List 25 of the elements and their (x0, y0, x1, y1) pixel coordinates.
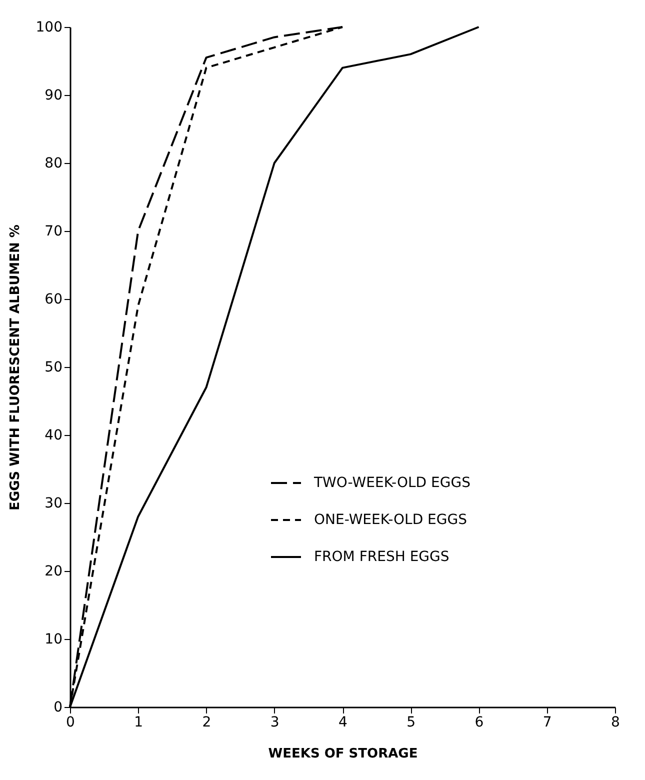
x-tick-label: 4 (338, 714, 348, 730)
x-tick-label: 2 (202, 714, 212, 730)
x-tick-label: 1 (134, 714, 144, 730)
x-tick-label: 8 (611, 714, 620, 730)
legend-label: TWO-WEEK-OLD EGGS (313, 475, 471, 491)
y-tick-label: 100 (36, 20, 62, 36)
legend-label: ONE-WEEK-OLD EGGS (314, 512, 468, 528)
y-tick-label: 90 (44, 88, 62, 104)
y-tick-label: 80 (44, 156, 62, 172)
y-tick-label: 0 (54, 700, 62, 716)
legend-label: FROM FRESH EGGS (314, 549, 450, 565)
y-tick-label: 70 (44, 224, 62, 240)
y-tick-label: 30 (44, 496, 62, 512)
y-tick-label: 10 (44, 632, 62, 648)
x-axis-title: WEEKS OF STORAGE (268, 746, 418, 762)
x-tick-label: 5 (406, 714, 416, 730)
x-tick-label: 6 (474, 714, 484, 730)
y-tick-label: 20 (44, 564, 62, 580)
x-tick-label: 0 (66, 714, 75, 730)
y-tick-label: 60 (44, 292, 62, 308)
y-tick-label: 50 (44, 360, 62, 376)
y-axis-title: EGGS WITH FLUORESCENT ALBUMEN % (8, 224, 23, 510)
x-tick-label: 7 (542, 714, 552, 730)
y-tick-label: 40 (44, 428, 62, 444)
x-tick-label: 3 (270, 714, 280, 730)
